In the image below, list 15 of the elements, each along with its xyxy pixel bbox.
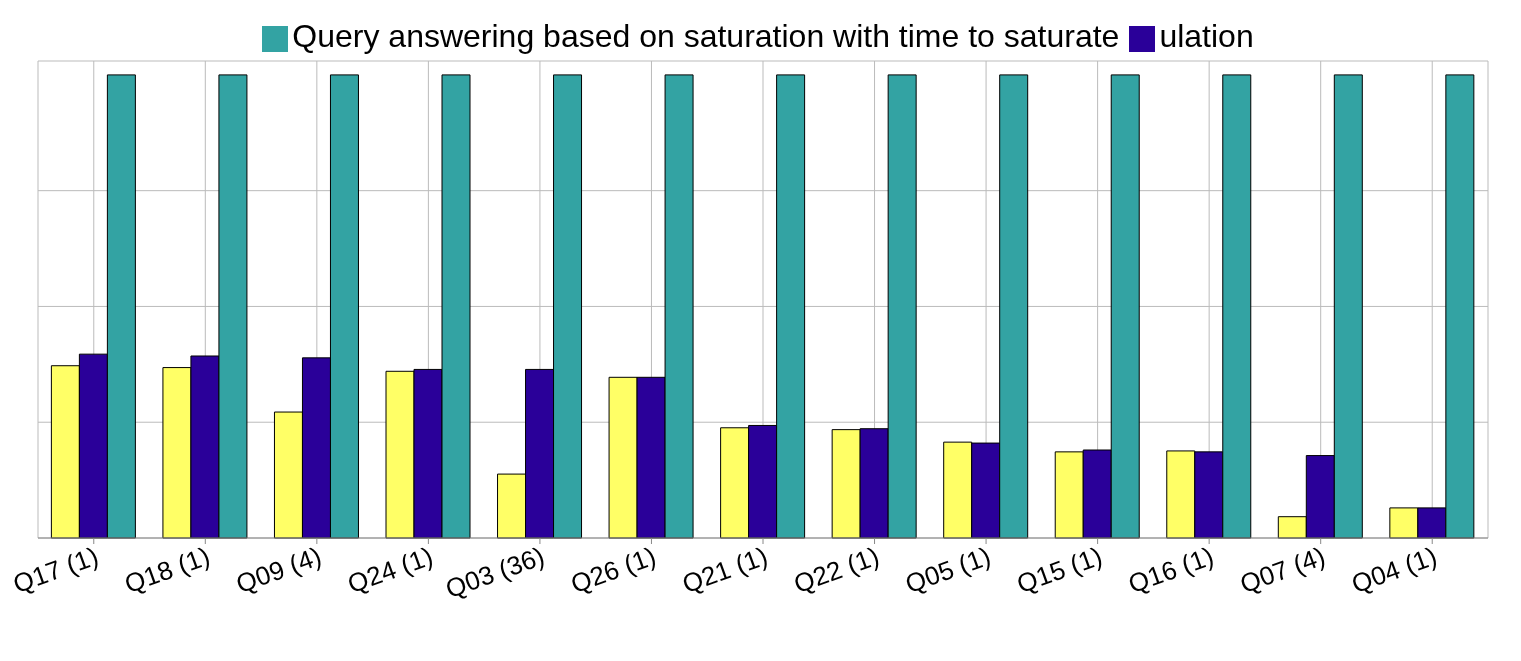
x-tick-label: Q16 (1) — [1124, 540, 1218, 600]
x-tick-label: Q15 (1) — [1012, 540, 1106, 600]
x-tick-label: Q03 (36) — [441, 540, 549, 605]
x-tick-label: Q05 (1) — [901, 540, 995, 600]
x-tick-label: Q24 (1) — [343, 540, 437, 600]
x-tick-label: Q09 (4) — [232, 540, 326, 600]
x-tick-label: Q17 (1) — [9, 540, 103, 600]
x-tick-label: Q21 (1) — [678, 540, 772, 600]
x-tick-label: Q18 (1) — [120, 540, 214, 600]
x-tick-label: Q04 (1) — [1347, 540, 1441, 600]
x-tick-label: Q22 (1) — [789, 540, 883, 600]
x-tick-label: Q26 (1) — [566, 540, 660, 600]
legend-label: ulation — [1159, 18, 1254, 54]
x-tick-label: Q07 (4) — [1235, 540, 1330, 600]
legend-label: Query answering based on saturation with time to saturate — [292, 18, 1120, 54]
